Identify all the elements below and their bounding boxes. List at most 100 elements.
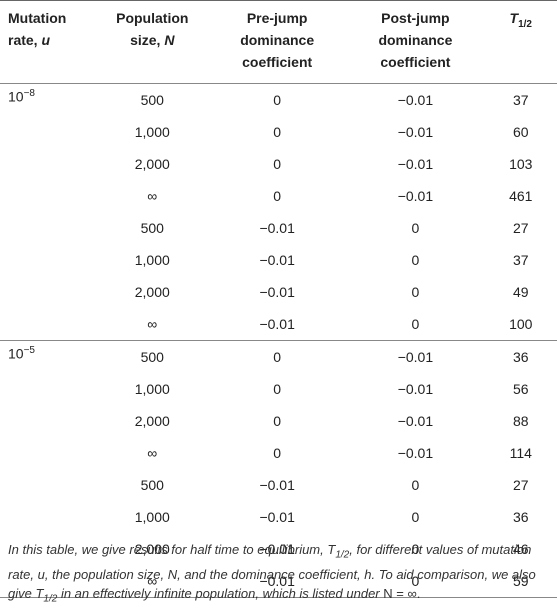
table-row: 1,000 0 −0.01 60 bbox=[0, 116, 557, 148]
table-cell: 2,000 bbox=[134, 284, 170, 300]
table-row: 1,000 −0.01 0 37 bbox=[0, 244, 557, 276]
table-cell: ∞ bbox=[96, 565, 209, 598]
header-cell: Post-jump dominance coefficient bbox=[346, 0, 485, 84]
header-cell: Pre-jump dominance coefficient bbox=[208, 0, 347, 84]
table-cell: 0 bbox=[411, 220, 420, 236]
table-cell: 0 bbox=[273, 156, 282, 172]
table-cell: 0 bbox=[273, 445, 282, 461]
table-cell: −0.01 bbox=[259, 284, 295, 300]
table-cell: 500 bbox=[140, 349, 164, 365]
rate-cell bbox=[0, 180, 97, 212]
table-row: 1,000 −0.01 0 36 bbox=[0, 501, 557, 533]
rate-cell bbox=[0, 116, 97, 148]
table-cell: 59 bbox=[484, 565, 557, 598]
table-cell: 0 bbox=[346, 308, 485, 341]
table-cell: 56 bbox=[512, 381, 529, 397]
table-cell: 0 bbox=[411, 541, 420, 557]
table-cell: 27 bbox=[512, 477, 529, 493]
rate-cell bbox=[0, 244, 97, 276]
table-row: 500 −0.01 0 27 bbox=[0, 212, 557, 244]
table-cell: −0.01 bbox=[259, 220, 295, 236]
rate-cell: 10−8 bbox=[0, 84, 97, 117]
table-cell: 0 bbox=[411, 284, 420, 300]
rate-cell bbox=[0, 308, 97, 341]
text-segment: T bbox=[327, 542, 336, 557]
text-segment: 1/2 bbox=[335, 549, 350, 561]
text-segment: Mutation rate, bbox=[8, 10, 67, 48]
text-segment: Pre-jump dominance coefficient bbox=[240, 10, 315, 70]
table-cell: 0 bbox=[411, 477, 420, 493]
table-cell: 60 bbox=[512, 124, 529, 140]
rate-base: 10 bbox=[8, 345, 24, 362]
text-segment: Population size, bbox=[116, 10, 189, 48]
rate-cell bbox=[0, 437, 97, 469]
rate-exponent: −5 bbox=[23, 345, 35, 356]
table-row: ∞ −0.01 0 100 bbox=[0, 308, 557, 341]
table-cell: 500 bbox=[140, 220, 164, 236]
table-cell: −0.01 bbox=[397, 349, 434, 365]
table-cell: −0.01 bbox=[397, 413, 434, 429]
table-row: ∞ 0 −0.01 461 bbox=[0, 180, 557, 212]
header-row: Mutation rate, u Population size, N Pre-ju… bbox=[0, 0, 557, 84]
table-cell: 500 bbox=[140, 92, 164, 108]
table-cell: −0.01 bbox=[397, 188, 434, 204]
rate-cell bbox=[0, 501, 97, 533]
table-row: 2,000 0 −0.01 88 bbox=[0, 405, 557, 437]
text-segment: , for different values of mutation rate,… bbox=[8, 542, 536, 601]
table-cell: 36 bbox=[512, 349, 529, 365]
table-cell: 0 bbox=[273, 188, 282, 204]
table-cell: 0 bbox=[273, 413, 282, 429]
table-cell: 2,000 bbox=[134, 413, 170, 429]
rate-cell bbox=[0, 148, 97, 180]
table-cell: 0 bbox=[411, 252, 420, 268]
table-cell: 1,000 bbox=[134, 252, 170, 268]
table-cell: −0.01 bbox=[397, 156, 434, 172]
table-cell: 36 bbox=[512, 509, 529, 525]
rate-cell bbox=[0, 212, 97, 244]
table-cell: −0.01 bbox=[259, 541, 295, 557]
table-cell: 37 bbox=[512, 252, 529, 268]
table-cell: 1,000 bbox=[134, 124, 170, 140]
text-segment: 1/2 bbox=[518, 18, 532, 30]
table-cell: −0.01 bbox=[259, 509, 295, 525]
table-cell: 0 bbox=[273, 349, 282, 365]
table-cell: −0.01 bbox=[397, 124, 434, 140]
table-cell: −0.01 bbox=[259, 477, 295, 493]
table-cell: 2,000 bbox=[134, 541, 170, 557]
table-cell: −0.01 bbox=[397, 92, 434, 108]
table-cell: 46 bbox=[512, 541, 529, 557]
rate-cell bbox=[0, 276, 97, 308]
table-cell: 100 bbox=[484, 308, 557, 341]
table-cell: 103 bbox=[509, 156, 533, 172]
text-segment: T bbox=[35, 585, 44, 601]
rate-cell bbox=[0, 469, 97, 501]
header-cell: T1/2 bbox=[484, 0, 557, 84]
table-row: 2,000 0 −0.01 103 bbox=[0, 148, 557, 180]
table-cell: 0 bbox=[273, 124, 282, 140]
table-cell: −0.01 bbox=[208, 308, 347, 341]
table-cell: 2,000 bbox=[134, 156, 170, 172]
text-segment: 1/2 bbox=[43, 593, 58, 605]
table-row: ∞ 0 −0.01 114 bbox=[0, 437, 557, 469]
table-row: 2,000 −0.01 0 46 bbox=[0, 533, 557, 565]
rate-cell: 10−5 bbox=[0, 341, 97, 374]
table-cell: 461 bbox=[509, 188, 533, 204]
table-cell: 0 bbox=[273, 381, 282, 397]
table-row: 2,000 −0.01 0 49 bbox=[0, 276, 557, 308]
text-segment: N = ∞. bbox=[383, 585, 421, 601]
table-cell: −0.01 bbox=[397, 381, 434, 397]
table-cell: ∞ bbox=[96, 308, 209, 341]
header-cell: Population size, N bbox=[96, 0, 209, 84]
table-row: 10−8 500 0 −0.01 37 bbox=[0, 84, 557, 117]
table-cell: 500 bbox=[140, 477, 164, 493]
text-segment: u bbox=[41, 32, 51, 48]
table-cell: 27 bbox=[512, 220, 529, 236]
text-segment: N bbox=[164, 32, 175, 48]
table-cell: 37 bbox=[512, 92, 529, 108]
table-cell: ∞ bbox=[147, 445, 158, 461]
table-row: 1,000 0 −0.01 56 bbox=[0, 373, 557, 405]
table-row: 500 −0.01 0 27 bbox=[0, 469, 557, 501]
table-cell: 1,000 bbox=[134, 381, 170, 397]
footnote: In this table, we give results for half … bbox=[8, 540, 553, 608]
